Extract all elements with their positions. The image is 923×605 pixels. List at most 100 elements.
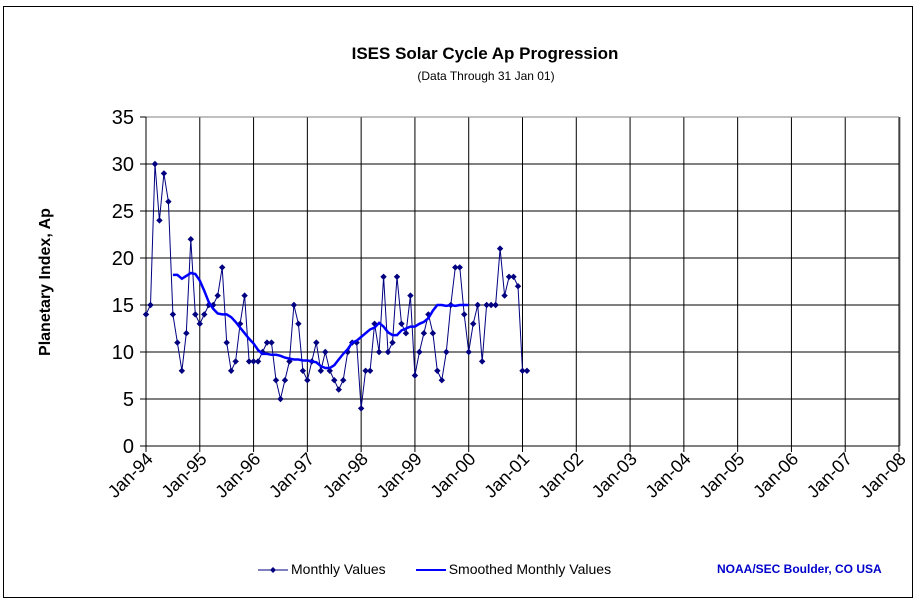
x-tick-label: Jan-03 xyxy=(588,449,641,502)
x-tick-label: Jan-98 xyxy=(319,449,372,502)
x-tick-label: Jan-00 xyxy=(426,449,479,502)
monthly-point xyxy=(236,320,244,327)
monthly-point xyxy=(263,339,271,346)
monthly-point xyxy=(210,301,217,309)
monthly-point xyxy=(416,348,423,356)
x-tick-labels: Jan-94 Jan-95 Jan-96 Jan-97 Jan-98 Jan-99 Jan-… xyxy=(104,449,910,502)
y-tick-label: 5 xyxy=(123,389,134,411)
y-tick-label: 30 xyxy=(112,154,134,176)
monthly-point xyxy=(393,273,401,280)
chart-subtitle: (Data Through 31 Jan 01) xyxy=(417,69,555,83)
monthly-point xyxy=(375,348,383,356)
monthly-point xyxy=(218,264,226,271)
monthly-point xyxy=(438,377,446,384)
legend-label-smoothed: Smoothed Monthly Values xyxy=(448,561,612,577)
x-tick-label: Jan-06 xyxy=(749,449,802,502)
monthly-point xyxy=(169,311,177,318)
monthly-point xyxy=(429,330,437,337)
legend-swatch-smoothed xyxy=(415,563,446,575)
monthly-point xyxy=(187,236,195,243)
monthly-point xyxy=(299,367,307,374)
x-tick-label: Jan-95 xyxy=(158,449,211,502)
legend: Monthly Values Smoothed Monthly Values xyxy=(258,561,641,577)
monthly-point xyxy=(322,348,329,356)
monthly-point xyxy=(277,395,284,403)
monthly-point xyxy=(241,292,248,299)
monthly-point xyxy=(313,339,320,346)
monthly-point xyxy=(295,320,302,327)
monthly-point xyxy=(501,292,508,299)
monthly-point xyxy=(443,348,450,356)
y-tick-label: 35 xyxy=(112,107,134,129)
monthly-point xyxy=(523,367,531,374)
monthly-point xyxy=(389,339,396,346)
x-tick-label: Jan-07 xyxy=(803,449,856,502)
monthly-point xyxy=(492,301,499,309)
monthly-point xyxy=(254,358,262,365)
monthly-point xyxy=(142,311,150,318)
monthly-point xyxy=(331,377,338,384)
monthly-point xyxy=(165,198,172,205)
monthly-point xyxy=(205,301,212,309)
monthly-point xyxy=(505,273,513,280)
chart-title: ISES Solar Cycle Ap Progression xyxy=(351,44,619,63)
monthly-point xyxy=(474,301,481,309)
monthly-point xyxy=(519,367,526,374)
y-tick-label: 20 xyxy=(112,248,134,270)
x-tick-label: Jan-97 xyxy=(265,449,318,502)
legend-label-monthly: Monthly Values xyxy=(291,561,386,577)
monthly-point xyxy=(183,330,190,337)
monthly-point xyxy=(510,273,517,280)
y-tick-label: 25 xyxy=(112,201,134,223)
x-tick-label: Jan-01 xyxy=(480,449,533,502)
monthly-point xyxy=(290,301,298,309)
monthly-point xyxy=(245,358,253,365)
x-tick-label: Jan-05 xyxy=(695,449,748,502)
monthly-point xyxy=(514,283,522,290)
monthly-point xyxy=(201,311,208,318)
monthly-point xyxy=(420,330,428,337)
monthly-point xyxy=(214,292,221,299)
monthly-point xyxy=(223,339,230,346)
monthly-point xyxy=(452,264,459,271)
monthly-point xyxy=(192,311,199,318)
monthly-point xyxy=(407,292,414,299)
monthly-point xyxy=(160,170,168,177)
monthly-point xyxy=(196,320,203,327)
monthly-point xyxy=(384,348,392,356)
x-tick-label: Jan-08 xyxy=(857,449,910,502)
y-tick-labels: 0 5 10 15 20 25 30 35 xyxy=(112,107,134,458)
monthly-point xyxy=(317,367,325,374)
x-tick-label: Jan-02 xyxy=(534,449,587,502)
source-credit: NOAA/SEC Boulder, CO USA xyxy=(717,562,882,576)
x-tick-label: Jan-99 xyxy=(373,449,426,502)
monthly-point xyxy=(465,348,472,356)
legend-item-smoothed: Smoothed Monthly Values xyxy=(415,561,612,577)
monthly-point xyxy=(178,367,186,374)
monthly-point xyxy=(411,372,419,379)
legend-item-monthly: Monthly Values xyxy=(258,561,386,577)
series-smoothed-values xyxy=(172,271,469,370)
monthly-point xyxy=(147,301,154,309)
monthly-point xyxy=(174,339,181,346)
y-tick-label: 0 xyxy=(123,436,134,458)
smoothed-line xyxy=(172,271,469,370)
monthly-point xyxy=(250,358,257,365)
axes xyxy=(140,116,901,452)
y-tick-label: 15 xyxy=(112,295,134,317)
monthly-point xyxy=(281,377,289,384)
monthly-point xyxy=(362,367,369,374)
monthly-point xyxy=(487,301,495,309)
monthly-point xyxy=(434,367,441,374)
x-tick-label: Jan-04 xyxy=(642,449,695,502)
monthly-point xyxy=(496,245,504,252)
monthly-point xyxy=(469,320,477,327)
monthly-point xyxy=(227,367,235,374)
monthly-point xyxy=(340,377,347,384)
monthly-point xyxy=(272,377,280,384)
legend-swatch-monthly xyxy=(258,563,288,575)
x-tick-label: Jan-96 xyxy=(211,449,264,502)
monthly-point xyxy=(232,358,239,365)
chart-frame xyxy=(3,6,913,598)
